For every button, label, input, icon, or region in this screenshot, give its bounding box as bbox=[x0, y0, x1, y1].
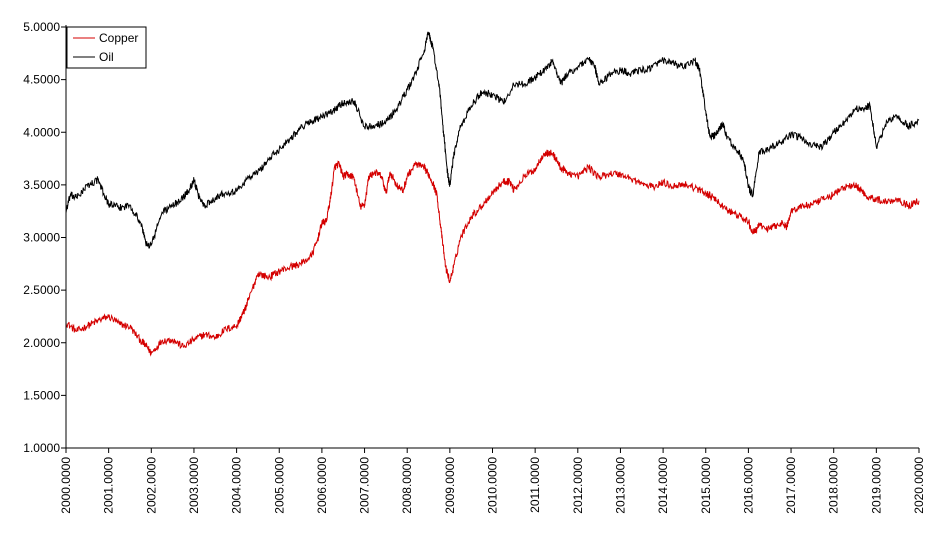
y-tick-label: 4.5000 bbox=[23, 73, 60, 87]
legend-label-oil: Oil bbox=[99, 50, 114, 64]
y-tick-label: 3.5000 bbox=[23, 178, 60, 192]
y-tick-label: 2.0000 bbox=[23, 336, 60, 350]
series-line-copper bbox=[65, 149, 920, 357]
y-tick-label: 3.0000 bbox=[23, 231, 60, 245]
y-axis-tick-labels: 1.0000 1.5000 2.0000 2.5000 3.0000 3.5000 4.00… bbox=[23, 20, 60, 455]
x-tick-label: 2001.0000 bbox=[102, 457, 116, 514]
x-tick-label: 2019.0000 bbox=[869, 457, 883, 514]
axes bbox=[61, 25, 920, 453]
x-tick-label: 2003.0000 bbox=[187, 457, 201, 514]
x-tick-label: 2000.0000 bbox=[59, 457, 73, 514]
x-tick-label: 2015.0000 bbox=[699, 457, 713, 514]
series-line-oil bbox=[65, 31, 920, 249]
x-tick-label: 2007.0000 bbox=[358, 457, 372, 514]
x-tick-label: 2018.0000 bbox=[827, 457, 841, 514]
legend: Copper Oil bbox=[66, 26, 147, 69]
y-tick-label: 1.5000 bbox=[23, 388, 60, 402]
x-tick-label: 2016.0000 bbox=[741, 457, 755, 514]
x-tick-label: 2010.0000 bbox=[486, 457, 500, 514]
y-tick-label: 5.0000 bbox=[23, 20, 60, 34]
y-tick-label: 4.0000 bbox=[23, 125, 60, 139]
x-tick-label: 2005.0000 bbox=[272, 457, 286, 514]
legend-box bbox=[66, 26, 147, 69]
legend-label-copper: Copper bbox=[99, 31, 138, 45]
x-axis-tick-labels: 2000.0000 2001.0000 2002.0000 2003.0000 2004… bbox=[59, 457, 926, 514]
x-tick-label: 2011.0000 bbox=[528, 457, 542, 513]
x-tick-label: 2013.0000 bbox=[614, 457, 628, 514]
x-tick-label: 2012.0000 bbox=[571, 457, 585, 514]
plot-area bbox=[65, 31, 920, 357]
x-tick-label: 2004.0000 bbox=[230, 457, 244, 514]
x-tick-label: 2014.0000 bbox=[656, 457, 670, 514]
x-tick-label: 2009.0000 bbox=[443, 457, 457, 514]
y-tick-label: 2.5000 bbox=[23, 283, 60, 297]
x-tick-label: 2020.0000 bbox=[912, 457, 926, 514]
x-tick-label: 2017.0000 bbox=[784, 457, 798, 514]
x-tick-label: 2006.0000 bbox=[315, 457, 329, 514]
x-tick-label: 2002.0000 bbox=[144, 457, 158, 514]
x-tick-label: 2008.0000 bbox=[400, 457, 414, 514]
y-tick-label: 1.0000 bbox=[23, 441, 60, 455]
